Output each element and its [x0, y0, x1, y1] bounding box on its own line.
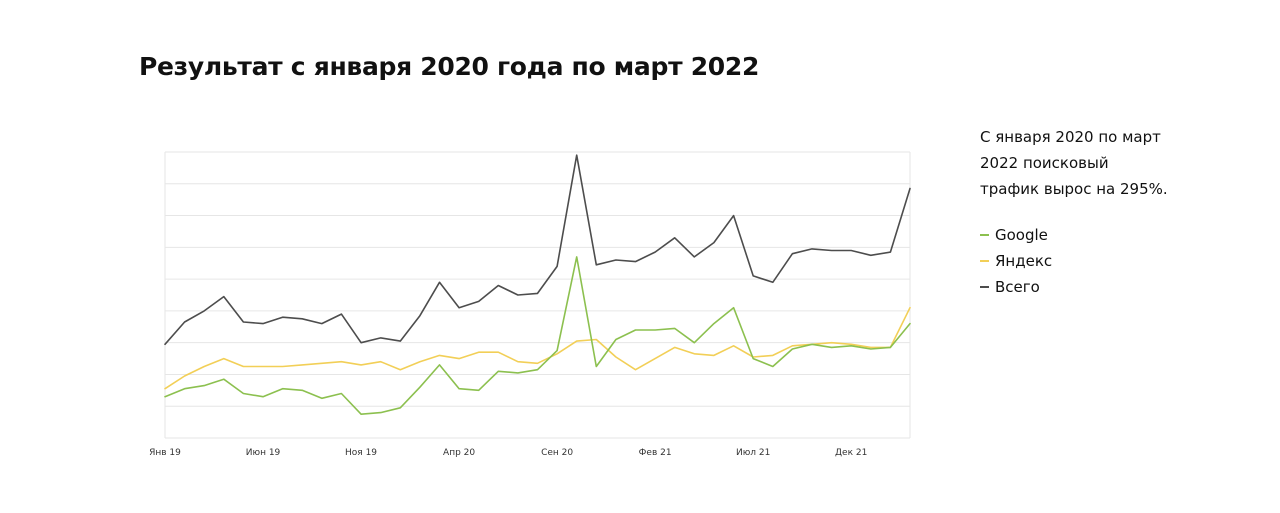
- x-tick-label: Дек 21: [835, 448, 867, 458]
- legend-label-yandex: Яндекс: [995, 252, 1053, 270]
- series-line-google: [164, 256, 911, 416]
- chart-title: Результат с января 2020 года по март 202…: [139, 52, 760, 81]
- x-tick-label: Июл 21: [736, 448, 770, 458]
- x-tick-label: Ноя 19: [345, 448, 377, 458]
- summary-text: С января 2020 по март 2022 поисковый тра…: [980, 128, 1168, 198]
- x-tick-label: Сен 20: [541, 448, 573, 458]
- legend-swatch-google: [980, 234, 989, 236]
- x-tick-label: Янв 19: [149, 448, 181, 458]
- x-tick-label: Апр 20: [443, 448, 475, 458]
- summary-panel: С января 2020 по март 2022 поисковый тра…: [980, 124, 1170, 300]
- legend-item-google: Google: [980, 222, 1170, 248]
- legend-item-yandex: Яндекс: [980, 248, 1170, 274]
- x-axis-ticks: Янв 19 Июн 19 Ноя 19 Апр 20 Сен 20 Фев 21 Июл …: [149, 448, 867, 458]
- chart-grid: [164, 151, 911, 439]
- legend-label-total: Всего: [995, 278, 1040, 296]
- x-tick-label: Фев 21: [639, 448, 672, 458]
- legend-swatch-total: [980, 286, 989, 288]
- chart-series: [164, 154, 911, 416]
- legend-swatch-yandex: [980, 260, 989, 262]
- x-tick-label: Июн 19: [246, 448, 281, 458]
- legend-item-total: Всего: [980, 274, 1170, 300]
- series-line-yandex: [164, 306, 911, 390]
- chart-legend: Google Яндекс Всего: [980, 222, 1170, 300]
- legend-label-google: Google: [995, 226, 1048, 244]
- series-line-total: [164, 154, 911, 346]
